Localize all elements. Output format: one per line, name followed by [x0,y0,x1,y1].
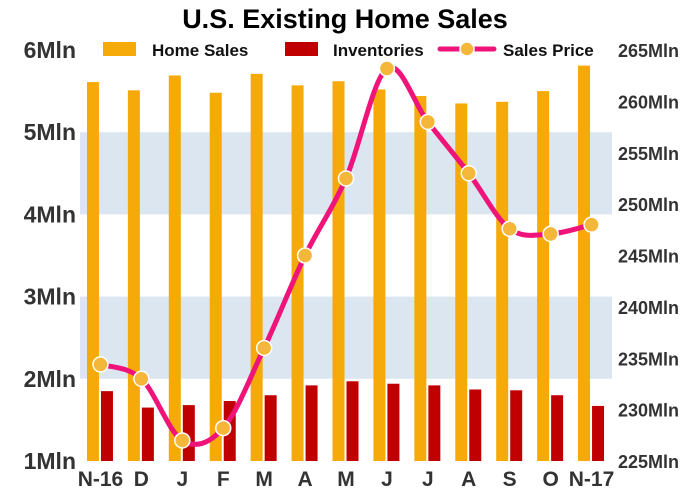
chart-title: U.S. Existing Home Sales [182,4,508,34]
right-tick-label-6: 255Mln [618,144,679,164]
left-tick-label-4: 5Mln [24,119,76,145]
grid-bands [80,132,612,379]
bar-home-sales-0 [86,82,99,462]
point-sales-price-5 [296,247,314,264]
point-sales-price-12 [583,216,600,233]
bar-home-sales-10 [496,101,509,461]
x-tick-label-8: J [422,468,434,491]
left-tick-label-0: 1Mln [24,448,76,474]
bar-home-sales-1 [127,90,140,461]
x-tick-label-10: S [503,468,517,491]
point-sales-price-4 [255,339,273,357]
right-tick-label-3: 240Mln [618,298,679,318]
point-sales-price-2 [174,432,191,449]
bar-inventories-4 [264,395,277,461]
x-tick-label-7: J [381,468,393,491]
bar-inventories-12 [592,405,605,461]
bar-home-sales-11 [537,91,550,461]
bar-inventories-9 [469,389,482,461]
x-tick-label-1: D [134,468,149,491]
x-tick-label-12: N-17 [569,468,615,491]
legend-label-home-sales: Home Sales [152,41,248,60]
x-tick-label-3: F [217,468,230,491]
point-sales-price-10 [501,220,518,238]
bar-home-sales-12 [578,65,591,462]
right-tick-label-0: 225Mln [618,452,679,472]
bar-inventories-0 [100,391,113,461]
bar-home-sales-2 [168,75,181,462]
bar-inventories-8 [428,385,441,461]
bar-inventories-5 [305,385,318,461]
left-tick-label-5: 6Mln [24,37,76,63]
grid-band [80,296,612,379]
legend-swatch-sales-price-marker [459,41,475,57]
left-tick-label-1: 2Mln [24,366,76,392]
bar-inventories-10 [510,390,523,461]
bar-home-sales-4 [250,73,263,461]
legend-label-inventories: Inventories [333,41,424,60]
right-tick-label-8: 265Mln [618,41,679,61]
point-sales-price-11 [542,225,559,243]
x-tick-label-5: A [297,468,312,491]
x-tick-label-4: M [255,468,273,491]
legend-swatch-inventories [285,42,318,56]
bar-inventories-7 [387,383,400,461]
bar-home-sales-9 [455,103,468,462]
line-series [92,60,600,449]
right-tick-label-5: 250Mln [618,195,679,215]
bar-series [86,65,605,462]
x-tick-label-6: M [337,468,355,491]
x-axis: N-16 D J F M A M J J A S O N-17 [78,468,615,491]
bar-home-sales-7 [373,89,386,462]
x-tick-label-11: O [542,468,558,491]
bar-inventories-11 [551,395,564,461]
point-sales-price-7 [378,60,396,77]
bar-inventories-6 [346,381,359,461]
left-axis: 1Mln 2Mln 3Mln 4Mln 5Mln 6Mln [24,37,76,474]
bar-home-sales-6 [332,81,345,462]
x-tick-label-9: A [461,468,476,491]
left-tick-label-2: 3Mln [24,284,76,310]
bar-home-sales-8 [414,96,427,462]
x-tick-label-2: J [176,468,188,491]
point-sales-price-3 [214,419,232,437]
right-tick-label-1: 230Mln [618,401,679,421]
point-sales-price-0 [92,356,109,373]
point-sales-price-1 [133,370,150,388]
point-sales-price-8 [419,113,437,131]
right-tick-label-7: 260Mln [618,92,679,112]
x-tick-label-0: N-16 [78,468,124,491]
legend-swatch-home-sales [103,42,136,56]
legend-label-sales-price: Sales Price [503,41,594,60]
right-tick-label-4: 245Mln [618,247,679,267]
point-sales-price-6 [337,170,355,187]
point-sales-price-9 [460,165,478,182]
right-tick-label-2: 235Mln [618,349,679,369]
legend: Home Sales Inventories Sales Price [103,41,594,60]
bar-inventories-1 [141,407,154,461]
left-tick-label-3: 4Mln [24,201,76,227]
bar-home-sales-3 [209,92,222,461]
right-axis: 225Mln 230Mln 235Mln 240Mln 245Mln 250Mln 255M… [618,41,679,472]
